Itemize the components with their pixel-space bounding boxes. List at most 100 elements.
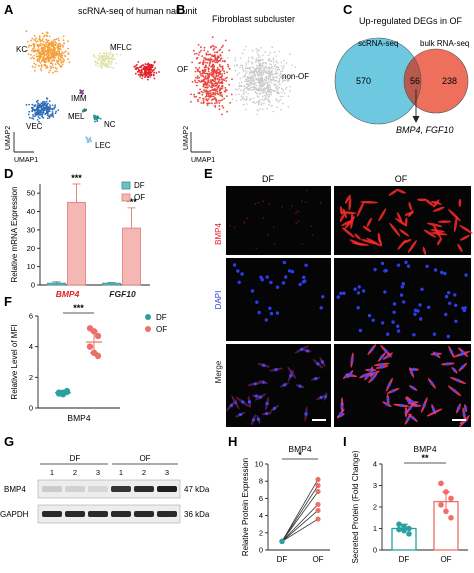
umap-b-point-of [208, 93, 210, 95]
umap-b-point-of [224, 60, 226, 63]
venn-bulk-circle [404, 49, 468, 113]
umap-b-point-nonof [276, 106, 278, 109]
umap-b-point-nonof [263, 99, 265, 102]
chart-i-point [401, 523, 407, 530]
chart-d-bar [67, 201, 86, 286]
umap-a-point [34, 115, 36, 118]
umap-a-point [50, 55, 53, 57]
umap-a-point [155, 72, 158, 74]
umap-b-point-nonof [278, 50, 281, 53]
micrograph-cell [354, 233, 361, 240]
micrograph-nucleus [391, 389, 395, 393]
umap-b-point-of [202, 91, 205, 94]
umap-a-point [67, 52, 70, 54]
blot-band-bmp4 [65, 486, 85, 492]
umap-b-point-nonof [271, 69, 273, 72]
micrograph-cell [297, 220, 300, 223]
chart-d: D 0 10 20 30 40 50 Relative mRNA Expression ***… [4, 166, 150, 299]
umap-b-point-nonof [284, 79, 286, 82]
umap-a-point [82, 109, 84, 112]
umap-b-point-nonof [267, 100, 270, 102]
umap-a-point [53, 107, 55, 110]
umap-b-point-nonof [246, 76, 248, 79]
umap-a-point [37, 111, 40, 113]
umap-b-point-nonof [272, 76, 275, 79]
umap-b-point-of [206, 76, 209, 79]
chart-i-point [406, 531, 412, 537]
umap-b-point-nonof [259, 92, 261, 94]
chart-i-ytick-label: 0 [373, 546, 377, 555]
umap-b-point-of [214, 78, 217, 81]
umap-b-point-of [205, 94, 208, 96]
umap-b-point-nonof [279, 83, 281, 86]
umap-b-point-nonof [246, 88, 249, 91]
umap-a-point [48, 35, 51, 38]
umap-a-point [44, 65, 47, 67]
micrograph-nucleus [289, 374, 293, 378]
micrograph-cell [262, 216, 265, 219]
micrograph-nucleus [356, 306, 360, 310]
umap-b-point-of [218, 77, 221, 79]
umap-b-point-nonof [265, 92, 268, 94]
umap-b-point-of [226, 76, 228, 79]
umap-b-point-nonof [236, 74, 239, 76]
umap-a-point [58, 39, 60, 42]
chart-h-pair-line [281, 518, 319, 542]
micrograph-nucleus [237, 280, 241, 284]
umap-b-point-nonof [282, 79, 285, 82]
umap-a-point [59, 64, 62, 67]
micrograph-nucleus [413, 312, 417, 316]
umap-b-point-nonof [266, 70, 268, 72]
umap-b-point-of [193, 53, 196, 55]
umap-a-point [54, 43, 57, 45]
umap-b-point-nonof [268, 66, 271, 69]
umap-a-point [45, 105, 48, 108]
umap-a-point [107, 55, 110, 57]
row-label-bmp4: BMP4 [214, 223, 223, 245]
umap-a-point [150, 73, 153, 76]
umap-b-point-of [221, 51, 224, 54]
umap-b-point-nonof [252, 66, 254, 69]
umap-b-point-of [209, 53, 212, 56]
umap-b-point-of [200, 49, 202, 52]
umap-a-point [137, 61, 140, 63]
micrograph-nucleus [410, 370, 414, 375]
umap-a-point [68, 61, 71, 64]
umap-a-point [35, 111, 37, 114]
umap-b-point-nonof [257, 59, 259, 62]
micrograph-nucleus [425, 264, 429, 268]
umap-a-point [58, 43, 61, 45]
umap-b-point-nonof [249, 67, 251, 69]
umap-a-point [35, 37, 37, 40]
venn-right-label: bulk RNA-seq [420, 39, 469, 48]
umap-b-point-nonof [258, 84, 261, 87]
chart-i-point [448, 514, 454, 521]
micrograph-nucleus [268, 306, 272, 310]
venn-right-count: 238 [442, 76, 457, 86]
umap-b-point-nonof [251, 49, 254, 52]
umap-b-point-of [210, 46, 212, 49]
umap-b-point-nonof [251, 89, 253, 91]
umap-b-point-of [213, 95, 215, 98]
umap-a-point [46, 41, 49, 43]
micrograph-cell [457, 243, 463, 253]
chart-d-bar [122, 227, 141, 286]
micrograph-nucleus [371, 318, 375, 322]
umap-b-point-of [198, 51, 201, 54]
micrograph-nucleus [404, 260, 408, 264]
umap-b-point-of [212, 98, 214, 101]
umap-a-point [153, 61, 156, 64]
umap-b-point-nonof [252, 71, 255, 74]
umap-a-point [148, 71, 151, 74]
umap-b-point-nonof [249, 89, 251, 91]
chart-i-ytick-label: 1 [373, 524, 377, 533]
chart-i-point [448, 495, 454, 502]
umap-a-point [42, 112, 45, 114]
micrograph-cell [339, 214, 345, 223]
micrograph-nucleus [446, 334, 450, 339]
chart-h-pair-line [281, 504, 319, 542]
micrograph-nucleus [446, 362, 450, 366]
umap-a-point [40, 69, 43, 72]
umap-b-point-nonof [266, 94, 268, 96]
umap-a-point [86, 138, 88, 141]
